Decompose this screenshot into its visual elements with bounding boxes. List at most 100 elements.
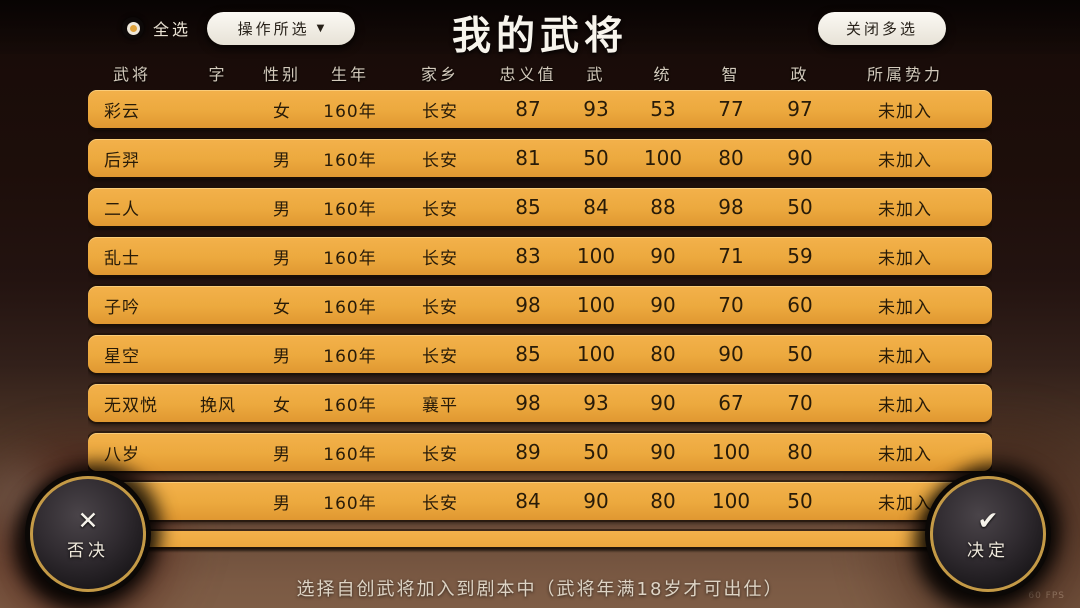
birth-year-value: 160年: [323, 248, 377, 269]
fps-counter: 60 FPS: [1028, 591, 1065, 601]
general-name: 八岁: [104, 444, 140, 465]
command-value: 80: [650, 342, 676, 366]
command-value: 90: [650, 440, 676, 464]
birth-year-value: 160年: [323, 493, 377, 514]
reject-x-icon: ✕: [77, 505, 99, 535]
birth-year-value: 160年: [323, 199, 377, 220]
birth-year-value: 160年: [323, 101, 377, 122]
col-header-name: 武将: [112, 65, 151, 84]
intellect-value: 100: [711, 489, 751, 513]
loyalty-value: 87: [515, 97, 541, 121]
loyalty-value: 84: [515, 489, 541, 513]
birth-year-value: 160年: [323, 346, 377, 367]
politics-value: 80: [787, 440, 813, 464]
gender-value: 男: [273, 444, 291, 465]
table-row[interactable]: 彩云 女 160年 长安 87 93 53 77 97 未加入: [88, 90, 992, 128]
col-header-politics: 政: [790, 65, 810, 84]
select-all-label: 全选: [153, 20, 192, 39]
chevron-down-icon: ▼: [316, 23, 325, 34]
gender-value: 男: [273, 493, 291, 514]
table-row[interactable]: 子吟 女 160年 长安 98 100 90 70 60 未加入: [88, 286, 992, 324]
birth-year-value: 160年: [323, 395, 377, 416]
command-value: 90: [650, 244, 676, 268]
politics-value: 60: [787, 293, 813, 317]
intellect-value: 67: [718, 391, 744, 415]
close-multiselect-button[interactable]: 关闭多选: [818, 12, 946, 45]
martial-value: 100: [576, 293, 616, 317]
select-all-radio[interactable]: 全选: [122, 16, 191, 40]
command-value: 90: [650, 293, 676, 317]
command-value: 90: [650, 391, 676, 415]
table-row[interactable]: 二人 男 160年 长安 85 84 88 98 50 未加入: [88, 188, 992, 226]
politics-value: 59: [787, 244, 813, 268]
col-header-gender: 性别: [262, 65, 301, 84]
command-value: 100: [643, 146, 683, 170]
gender-value: 男: [273, 150, 291, 171]
footer-hint: 选择自创武将加入到剧本中（武将年满18岁才可出仕）: [296, 579, 784, 600]
loyalty-value: 83: [515, 244, 541, 268]
loyalty-value: 85: [515, 342, 541, 366]
reject-button[interactable]: ✕ 否决: [30, 476, 146, 592]
operate-selected-button[interactable]: 操作所选 ▼: [207, 12, 355, 45]
table-row[interactable]: 男 160年 长安 84 90 80 100 50 未加入: [88, 482, 992, 520]
politics-value: 70: [787, 391, 813, 415]
reject-label: 否决: [67, 540, 109, 561]
generals-table: 武将 字 性别 生年 家乡 忠义值 武 统 智 政 所属势力 彩云 女 160年…: [88, 58, 992, 549]
command-value: 88: [650, 195, 676, 219]
gender-value: 男: [273, 248, 291, 269]
intellect-value: 70: [718, 293, 744, 317]
general-name: 后羿: [104, 150, 140, 171]
martial-value: 50: [583, 440, 609, 464]
intellect-value: 98: [718, 195, 744, 219]
gender-value: 男: [273, 199, 291, 220]
courtesy-name: 挽风: [200, 395, 236, 416]
faction-value: 未加入: [878, 444, 932, 465]
page-title: 我的武将: [451, 13, 628, 59]
faction-value: 未加入: [878, 199, 932, 220]
intellect-value: 71: [718, 244, 744, 268]
birth-year-value: 160年: [323, 150, 377, 171]
loyalty-value: 98: [515, 391, 541, 415]
martial-value: 93: [583, 391, 609, 415]
command-value: 80: [650, 489, 676, 513]
general-name: 二人: [104, 199, 140, 220]
table-row[interactable]: 后羿 男 160年 长安 81 50 100 80 90 未加入: [88, 139, 992, 177]
hometown-value: 长安: [422, 493, 458, 514]
confirm-button[interactable]: ✔ 决定: [930, 476, 1046, 592]
loyalty-value: 81: [515, 146, 541, 170]
general-name: 彩云: [104, 101, 140, 122]
general-name: 无双悦: [104, 395, 158, 416]
birth-year-value: 160年: [323, 444, 377, 465]
col-header-birth: 生年: [330, 65, 369, 84]
hometown-value: 长安: [422, 444, 458, 465]
col-header-command: 统: [653, 65, 673, 84]
martial-value: 84: [583, 195, 609, 219]
martial-value: 93: [583, 97, 609, 121]
martial-value: 100: [576, 342, 616, 366]
hometown-value: 襄平: [422, 395, 458, 416]
birth-year-value: 160年: [323, 297, 377, 318]
col-header-zi: 字: [208, 65, 228, 84]
table-row[interactable]: 星空 男 160年 长安 85 100 80 90 50 未加入: [88, 335, 992, 373]
hometown-value: 长安: [422, 199, 458, 220]
col-header-intellect: 智: [721, 65, 741, 84]
politics-value: 90: [787, 146, 813, 170]
gender-value: 女: [273, 101, 291, 122]
confirm-check-icon: ✔: [977, 505, 999, 535]
intellect-value: 80: [718, 146, 744, 170]
table-row-partial[interactable]: [88, 531, 992, 547]
politics-value: 50: [787, 342, 813, 366]
intellect-value: 90: [718, 342, 744, 366]
intellect-value: 77: [718, 97, 744, 121]
politics-value: 97: [787, 97, 813, 121]
table-row[interactable]: 无双悦 挽风 女 160年 襄平 98 93 90 67 70 未加入: [88, 384, 992, 422]
politics-value: 50: [787, 195, 813, 219]
hometown-value: 长安: [422, 248, 458, 269]
faction-value: 未加入: [878, 346, 932, 367]
gender-value: 女: [273, 297, 291, 318]
table-row[interactable]: 乱士 男 160年 长安 83 100 90 71 59 未加入: [88, 237, 992, 275]
loyalty-value: 98: [515, 293, 541, 317]
table-row[interactable]: 八岁 男 160年 长安 89 50 90 100 80 未加入: [88, 433, 992, 471]
faction-value: 未加入: [878, 248, 932, 269]
